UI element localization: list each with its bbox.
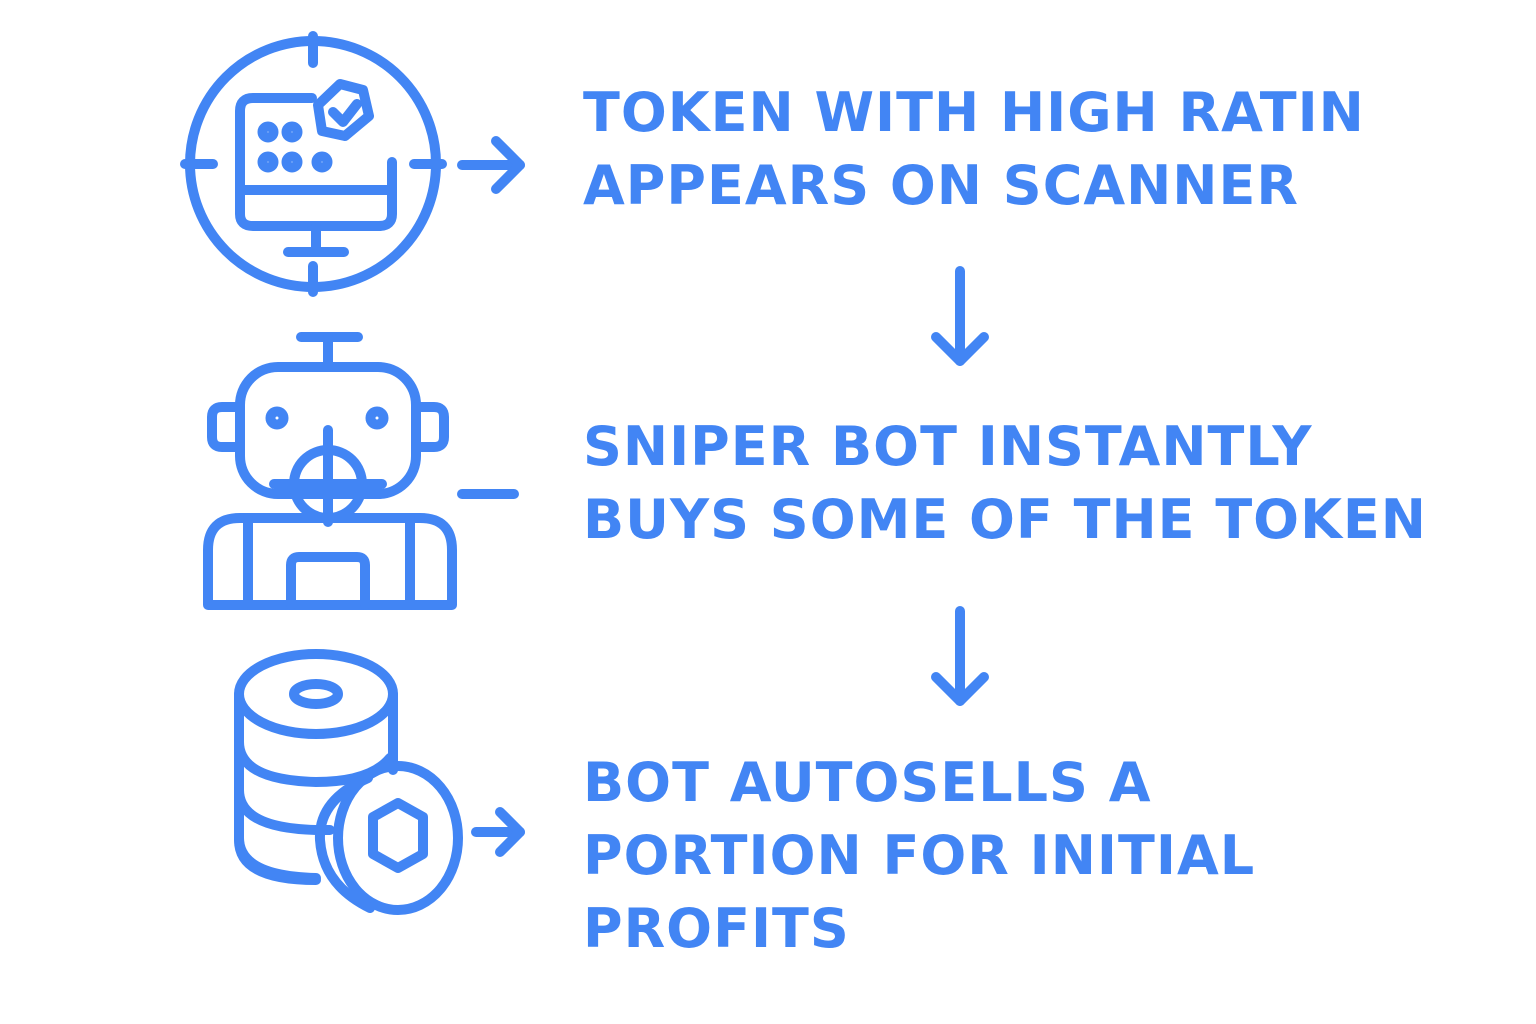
robot-crosshair-icon [203,332,457,610]
connector-arrow-right-3 [471,807,525,857]
flow-arrow-down-2 [931,606,989,706]
connector-dash-2 [457,489,519,499]
step-2-text: SNIPER BOT INSTANTLY BUYS SOME OF THE TO… [583,410,1427,556]
flow-arrow-down-1 [931,266,989,366]
step-3-line-3: PROFITS [583,897,850,960]
step-1-line-1: TOKEN WITH HIGH RATIN [583,81,1365,144]
step-2-line-2: BUYS SOME OF THE TOKEN [583,488,1427,551]
step-2-line-1: SNIPER BOT INSTANTLY [583,415,1313,478]
monitor-target-icon [180,31,447,297]
connector-arrow-right-1 [457,136,525,194]
step-3-text: BOT AUTOSELLS A PORTION FOR INITIAL PROF… [583,746,1255,965]
coin-stack-icon [234,649,463,915]
step-1-line-2: APPEARS ON SCANNER [583,154,1299,217]
step-1-text: TOKEN WITH HIGH RATIN APPEARS ON SCANNER [583,76,1365,222]
step-3-line-1: BOT AUTOSELLS A [583,751,1152,814]
step-3-line-2: PORTION FOR INITIAL [583,824,1256,887]
